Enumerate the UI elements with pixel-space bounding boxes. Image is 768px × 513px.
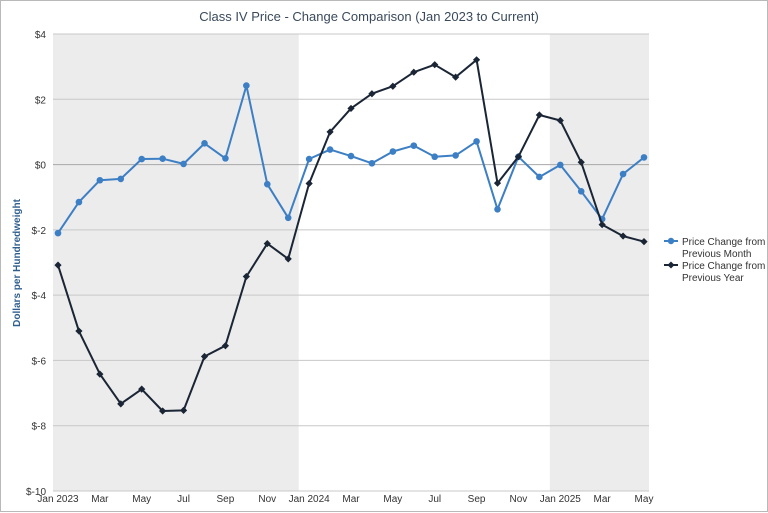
data-point: [179, 406, 188, 414]
data-point: [305, 179, 313, 188]
series-previous-year: [54, 56, 648, 415]
data-point: [138, 385, 146, 393]
data-point: [221, 342, 230, 350]
x-tick-label: Mar: [342, 494, 360, 505]
data-point: [368, 90, 376, 98]
x-tick-label: Jan 2024: [289, 494, 331, 505]
data-point: [473, 138, 480, 145]
y-tick-label: $0: [35, 161, 47, 172]
data-point: [494, 205, 501, 213]
data-point: [96, 176, 104, 184]
x-tick-label: Mar: [594, 494, 612, 505]
data-point: [472, 56, 481, 64]
data-point: [284, 214, 292, 222]
data-point: [556, 116, 564, 125]
chart-title: Class IV Price - Change Comparison (Jan …: [199, 9, 539, 24]
data-point: [284, 255, 292, 263]
data-point: [389, 82, 397, 90]
data-point: [536, 173, 543, 181]
data-point: [326, 128, 334, 136]
x-axis-ticks: Jan 2023 Mar May Jul Sep Nov Jan 2024 Mar May Jul…: [37, 494, 653, 505]
legend-item-previous-year: Price Change from Previous Year: [664, 261, 765, 284]
data-point: [243, 82, 250, 89]
data-point: [159, 155, 166, 162]
data-point: [347, 104, 355, 113]
data-point: [431, 61, 439, 69]
data-point: [389, 148, 397, 155]
data-point: [326, 146, 334, 153]
data-point: [640, 154, 648, 161]
legend-marker: [667, 261, 675, 269]
y-axis-label: Dollars per Hundredweight: [12, 198, 23, 326]
data-point: [117, 400, 125, 408]
data-point: [431, 153, 439, 161]
data-point: [200, 352, 209, 361]
data-point: [452, 73, 460, 81]
data-point: [347, 152, 355, 160]
series-layer: [54, 56, 648, 415]
year-band-2023: [53, 34, 299, 491]
y-axis-ticks: $4 $2 $0 $-2 $-4 $-6 $-8 $-10: [26, 30, 46, 498]
x-tick-label: Jan 2025: [540, 494, 582, 505]
data-point: [180, 160, 187, 168]
data-point: [452, 152, 459, 159]
series-previous-month: [54, 82, 648, 237]
data-point: [263, 239, 271, 248]
data-point: [54, 261, 62, 269]
x-tick-label: Sep: [468, 494, 486, 505]
data-point: [96, 370, 104, 378]
y-tick-label: $-10: [26, 487, 46, 498]
y-tick-label: $-6: [32, 356, 47, 367]
data-point: [598, 221, 606, 229]
data-point: [410, 142, 418, 149]
x-tick-label: Jul: [177, 494, 190, 505]
data-point: [619, 232, 627, 240]
x-tick-label: May: [132, 494, 151, 505]
data-point: [640, 238, 648, 246]
x-tick-label: Jul: [428, 494, 441, 505]
data-point: [222, 155, 229, 162]
y-tick-label: $4: [35, 30, 47, 41]
legend-label: Price Change from Previous Month: [682, 237, 765, 260]
y-tick-label: $-4: [32, 291, 47, 302]
x-tick-label: Mar: [91, 494, 109, 505]
year-band-2025: [549, 34, 649, 491]
data-point: [410, 68, 418, 76]
year-bands: [53, 34, 649, 491]
grid-lines: [53, 33, 649, 492]
x-tick-label: May: [383, 494, 402, 505]
x-tick-label: May: [635, 494, 654, 505]
data-point: [577, 158, 585, 166]
data-point: [117, 175, 125, 183]
data-point: [535, 111, 543, 119]
x-tick-label: Nov: [510, 494, 528, 505]
data-point: [493, 179, 502, 187]
data-point: [577, 188, 585, 195]
data-point: [201, 140, 208, 147]
data-point: [263, 180, 271, 188]
data-point: [138, 155, 146, 163]
data-point: [514, 153, 523, 161]
data-point: [75, 327, 83, 335]
data-point: [75, 198, 83, 206]
data-point: [368, 159, 376, 167]
x-tick-label: Jan 2023: [37, 494, 79, 505]
data-point: [619, 170, 627, 178]
y-tick-label: $2: [35, 95, 47, 106]
data-point: [305, 155, 313, 163]
x-tick-label: Sep: [217, 494, 235, 505]
legend-item-previous-month: Price Change from Previous Month: [664, 237, 765, 260]
data-point: [54, 229, 62, 237]
y-tick-label: $-2: [32, 226, 47, 237]
data-point: [159, 407, 167, 415]
x-tick-label: Nov: [258, 494, 276, 505]
y-tick-label: $-8: [32, 422, 47, 433]
data-point: [242, 272, 250, 281]
legend-marker: [667, 237, 675, 245]
legend-label: Price Change from Previous Year: [682, 261, 765, 284]
data-point: [556, 161, 564, 169]
